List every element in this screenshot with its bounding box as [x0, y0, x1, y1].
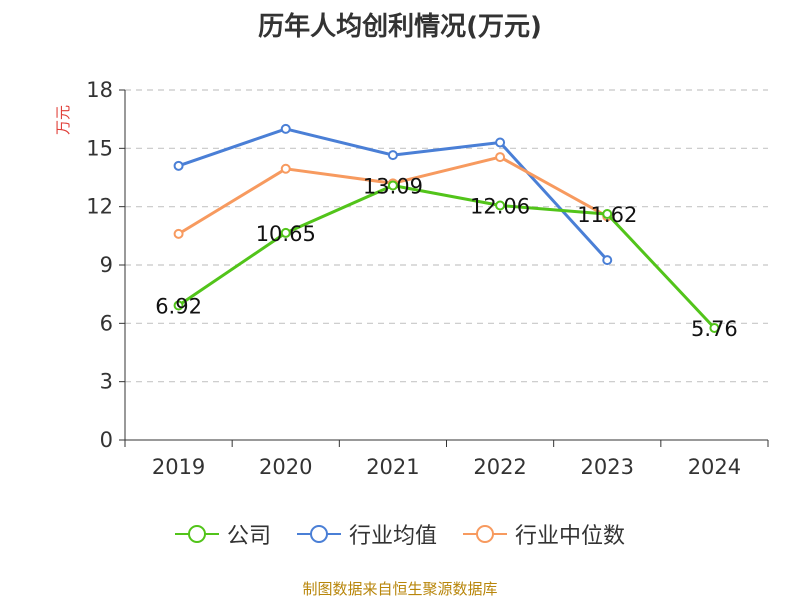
- legend-marker-industry-average: [296, 525, 341, 543]
- data-point: [495, 200, 506, 211]
- legend-item-company[interactable]: 公司: [174, 518, 271, 550]
- legend-marker-industry-median: [463, 525, 507, 543]
- legend-item-industry-average[interactable]: 行业均值: [296, 518, 437, 550]
- y-tick-label: 0: [100, 428, 113, 452]
- series-lines: [173, 123, 720, 333]
- axes: 0 3 6 9 12 15 18 2019 2020 2021 2022 2023 2024 万元: [54, 78, 769, 479]
- data-point: [280, 163, 291, 174]
- chart-title: 历年人均创利情况(万元): [258, 12, 542, 42]
- x-tick-label: 2024: [688, 455, 741, 479]
- data-label: 12.06: [470, 195, 530, 219]
- data-point: [280, 123, 291, 134]
- y-tick-label: 3: [100, 370, 113, 394]
- series-line-0: [177, 184, 716, 330]
- data-label: 5.76: [691, 317, 738, 341]
- legend-dot: [476, 525, 494, 543]
- grid-lines: [125, 89, 768, 383]
- data-point: [602, 255, 613, 266]
- y-axis-label: 万元: [54, 105, 72, 135]
- data-point: [173, 160, 184, 171]
- data-point: [602, 209, 613, 220]
- x-tick-label: 2022: [473, 455, 526, 479]
- y-tick-label: 6: [100, 311, 113, 335]
- data-label: 11.62: [577, 203, 637, 227]
- source-note: 制图数据来自恒生聚源数据库: [302, 580, 498, 598]
- y-tick-label: 12: [86, 195, 113, 219]
- y-tick-label: 9: [100, 253, 113, 277]
- legend-label-company: 公司: [226, 524, 271, 549]
- data-point: [495, 137, 506, 148]
- data-point: [387, 150, 398, 161]
- data-label: 6.92: [155, 294, 202, 318]
- data-point: [495, 152, 506, 163]
- data-label: 13.09: [363, 174, 423, 198]
- data-labels: 6.92 10.65 13.09 12.06 11.62 5.76: [155, 174, 738, 341]
- data-point: [709, 323, 720, 333]
- legend-dot: [309, 525, 328, 543]
- y-tick-label: 18: [86, 78, 113, 102]
- y-tick-label: 15: [86, 136, 113, 160]
- data-label: 10.65: [256, 222, 316, 246]
- legend-marker-company: [174, 525, 219, 543]
- data-point: [173, 300, 184, 311]
- legend: 公司 行业均值 行业中位数: [0, 518, 800, 550]
- data-point: [387, 180, 398, 191]
- data-point: [280, 227, 291, 238]
- legend-label-industry-average: 行业均值: [348, 524, 437, 549]
- legend-label-industry-median: 行业中位数: [515, 524, 626, 549]
- x-tick-label: 2021: [366, 455, 419, 479]
- legend-dot: [187, 525, 206, 543]
- x-tick-label: 2020: [259, 455, 312, 479]
- x-tick-label: 2023: [581, 455, 634, 479]
- legend-item-industry-median[interactable]: 行业中位数: [463, 518, 625, 550]
- x-tick-label: 2019: [152, 455, 205, 479]
- data-point: [173, 228, 184, 239]
